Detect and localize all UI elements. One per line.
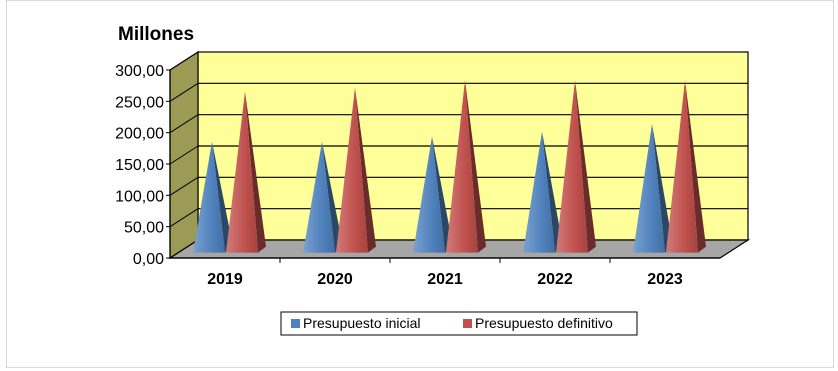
side-gridline <box>169 145 199 165</box>
pyramid-definitivo-2020 <box>336 87 376 253</box>
pyramid-inicial-2019 <box>193 141 233 253</box>
pyramid-inicial-2020 <box>303 141 343 253</box>
side-gridline <box>169 82 199 102</box>
pyramid-inicial-2022 <box>523 131 563 253</box>
y-tick-labels: 0,00 50,00 100,00 150,00 200,00 250,00 300,00 <box>115 63 164 268</box>
x-tick-labels: 2019 2020 2021 2022 2023 <box>207 271 683 288</box>
legend-swatch <box>291 319 300 328</box>
y-axis-label: Millones <box>118 24 194 45</box>
side-gridline <box>169 114 199 134</box>
legend: Presupuesto inicial Presupuesto definitiv… <box>280 311 638 336</box>
side-gridline <box>169 208 199 228</box>
x-tick-label: 2022 <box>537 271 573 288</box>
pyramid-definitivo-2023 <box>666 80 706 253</box>
pyramid-definitivo-2021 <box>446 80 486 253</box>
side-gridline <box>169 51 199 71</box>
y-tick-label: 250,00 <box>115 94 164 111</box>
x-tick-label: 2019 <box>207 271 243 288</box>
legend-entry: Presupuesto inicial <box>303 315 421 331</box>
y-tick-label: 200,00 <box>115 126 164 143</box>
axes <box>166 69 720 263</box>
pyramid-inicial-2023 <box>633 124 673 253</box>
x-tick-label: 2023 <box>647 271 683 288</box>
y-tick-label: 0,00 <box>133 251 164 268</box>
pyramid-definitivo-2019 <box>226 91 266 253</box>
legend-entry: Presupuesto definitivo <box>475 315 613 331</box>
legend-swatch <box>463 319 472 328</box>
y-tick-label: 150,00 <box>115 157 164 174</box>
x-tick-label: 2021 <box>427 271 463 288</box>
y-tick-label: 300,00 <box>115 63 164 80</box>
x-tick-label: 2020 <box>317 271 353 288</box>
y-tick-label: 50,00 <box>124 220 164 237</box>
y-tick-label: 100,00 <box>115 188 164 205</box>
pyramid-definitivo-2022 <box>556 80 596 253</box>
pyramid-inicial-2021 <box>413 136 453 253</box>
pyramid-marks <box>193 80 706 253</box>
legend-box <box>280 311 638 336</box>
side-gridline <box>169 176 199 196</box>
